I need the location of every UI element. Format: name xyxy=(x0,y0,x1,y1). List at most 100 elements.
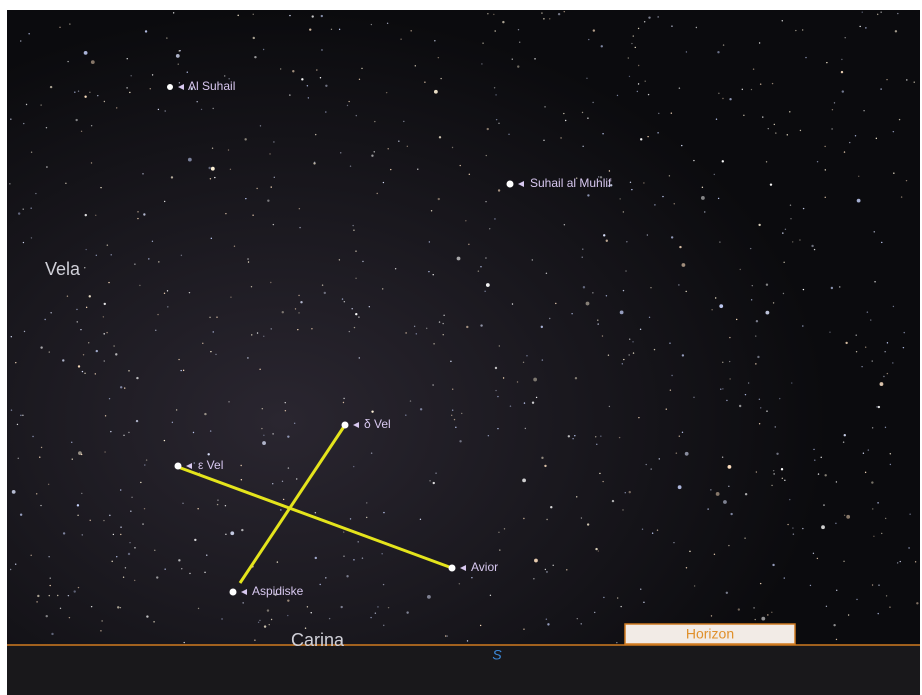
star xyxy=(263,49,264,50)
star xyxy=(432,384,433,385)
star xyxy=(669,342,670,343)
star xyxy=(834,102,835,103)
star xyxy=(300,301,302,303)
star xyxy=(504,528,505,529)
star xyxy=(139,285,140,286)
star xyxy=(109,398,110,399)
star xyxy=(670,390,671,391)
star xyxy=(107,244,108,245)
star xyxy=(722,388,723,389)
star xyxy=(640,329,641,330)
star xyxy=(856,335,857,336)
star xyxy=(829,332,830,333)
star xyxy=(414,326,415,327)
star xyxy=(541,12,542,13)
star xyxy=(666,408,667,409)
star xyxy=(534,559,538,563)
star xyxy=(143,213,145,215)
star xyxy=(50,577,51,578)
star xyxy=(716,119,717,120)
star xyxy=(452,147,453,148)
star xyxy=(805,57,806,58)
star xyxy=(499,345,500,346)
star xyxy=(426,328,427,329)
star xyxy=(512,303,513,304)
star xyxy=(176,54,180,58)
star xyxy=(574,435,575,436)
star xyxy=(546,571,547,572)
star xyxy=(549,318,550,319)
star xyxy=(120,526,121,527)
star xyxy=(146,459,147,460)
star xyxy=(906,180,907,181)
star xyxy=(269,624,270,625)
star xyxy=(386,92,387,93)
star xyxy=(111,561,112,562)
star xyxy=(581,623,582,624)
star-label: ε Vel xyxy=(198,458,223,472)
star xyxy=(563,113,564,114)
star xyxy=(494,87,495,88)
star xyxy=(69,23,70,24)
star xyxy=(344,301,345,302)
star xyxy=(429,480,430,481)
star xyxy=(30,555,31,556)
star xyxy=(485,201,486,202)
star xyxy=(836,639,837,640)
star xyxy=(176,409,177,410)
star xyxy=(228,149,229,150)
star xyxy=(490,595,491,596)
star xyxy=(577,618,578,619)
star xyxy=(103,520,104,521)
star xyxy=(267,609,269,611)
star xyxy=(833,624,835,626)
star xyxy=(366,502,367,503)
star xyxy=(287,599,289,601)
star xyxy=(595,548,597,550)
star xyxy=(630,182,631,183)
star xyxy=(173,12,174,13)
star xyxy=(46,615,48,617)
star xyxy=(91,606,92,607)
star xyxy=(343,556,344,557)
star xyxy=(242,602,243,603)
star xyxy=(839,286,840,287)
direction-label: S xyxy=(492,647,502,663)
star xyxy=(846,515,850,519)
star xyxy=(622,509,623,510)
star xyxy=(459,583,460,584)
star xyxy=(487,128,489,130)
star xyxy=(478,270,479,271)
star xyxy=(609,170,610,171)
star xyxy=(587,194,589,196)
star xyxy=(358,316,359,317)
star xyxy=(489,228,490,229)
star xyxy=(188,158,192,162)
star xyxy=(212,108,213,109)
star xyxy=(315,512,316,513)
star xyxy=(68,595,69,596)
star xyxy=(23,242,24,243)
star xyxy=(836,481,837,482)
star xyxy=(74,91,75,92)
star xyxy=(410,30,411,31)
star xyxy=(671,236,673,238)
star xyxy=(272,433,273,434)
star xyxy=(343,531,344,532)
star xyxy=(50,86,52,88)
star xyxy=(339,259,340,260)
star xyxy=(756,320,758,322)
star xyxy=(795,30,796,31)
star xyxy=(15,564,16,565)
star xyxy=(649,317,650,318)
star xyxy=(388,607,389,608)
star xyxy=(12,490,16,494)
star xyxy=(831,128,832,129)
star xyxy=(71,442,72,443)
star xyxy=(452,389,453,390)
star xyxy=(209,317,210,318)
star xyxy=(714,554,715,555)
star xyxy=(813,553,814,554)
star xyxy=(650,468,651,469)
star xyxy=(77,515,78,516)
